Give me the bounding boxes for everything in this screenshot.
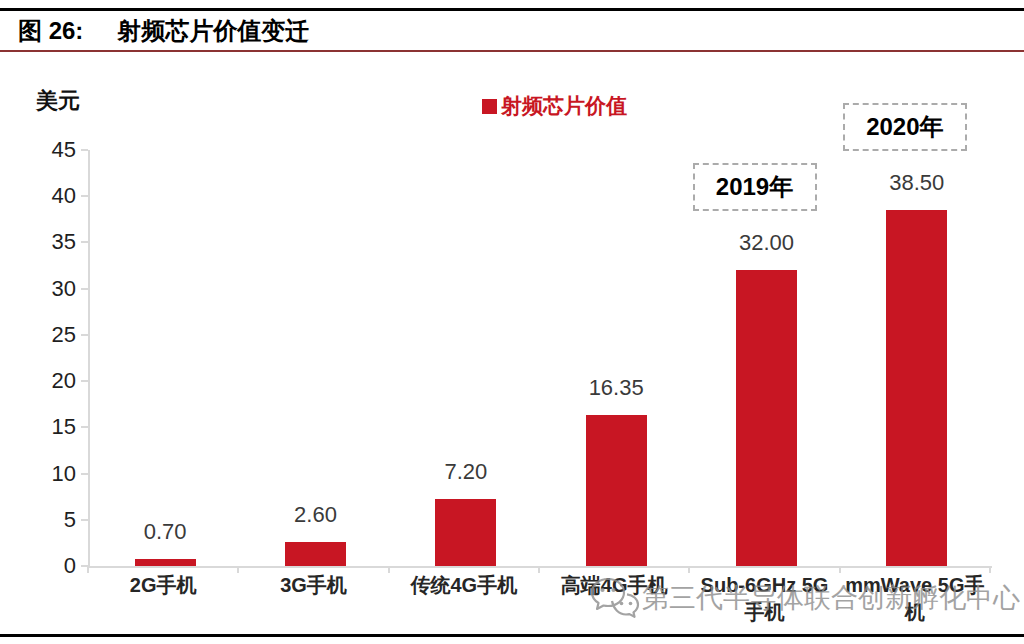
bar-value-label: 32.00 [691, 230, 841, 256]
y-tick-label: 20 [26, 368, 76, 394]
year-annotation: 2019年 [693, 163, 817, 211]
bar-2G手机 [135, 559, 196, 566]
bar-value-label: 0.70 [90, 519, 240, 545]
bar-Sub-6GHz 5G手机 [736, 270, 797, 566]
bar-value-label: 2.60 [240, 502, 390, 528]
y-tick-mark [81, 426, 88, 428]
bottom-divider [0, 634, 1024, 637]
legend-label: 射频芯片价值 [501, 92, 627, 120]
figure-title: 射频芯片价值变迁 [117, 17, 309, 44]
bar-传统4G手机 [435, 499, 496, 566]
x-axis-label-line: 机 [815, 599, 1015, 626]
y-axis-unit-label: 美元 [36, 86, 80, 116]
chart-legend: 射频芯片价值 [482, 92, 627, 120]
y-tick-mark [81, 473, 88, 475]
bar-高端4G手机 [586, 415, 647, 566]
bar-3G手机 [285, 542, 346, 566]
y-tick-label: 15 [26, 414, 76, 440]
y-tick-label: 40 [26, 183, 76, 209]
bar-value-label: 38.50 [842, 170, 992, 196]
x-axis-label-line: mmWave 5G手 [815, 572, 1015, 599]
y-tick-mark [81, 380, 88, 382]
y-tick-mark [81, 519, 88, 521]
y-tick-label: 25 [26, 322, 76, 348]
top-divider [0, 8, 1024, 11]
figure-title-row: 图 26: 射频芯片价值变迁 [18, 15, 309, 47]
y-tick-mark [81, 288, 88, 290]
y-tick-mark [81, 149, 88, 151]
bar-value-label: 16.35 [541, 375, 691, 401]
plot-area: 0.702.607.20 16.35 32.00 38.50 [88, 150, 992, 568]
y-tick-label: 30 [26, 276, 76, 302]
y-tick-mark [81, 241, 88, 243]
figure-number: 图 26: [18, 17, 83, 44]
bar-mmWave 5G手机 [886, 210, 947, 566]
figure-page: 图 26: 射频芯片价值变迁 美元 射频芯片价值 0.702.607.20 16.3… [0, 0, 1024, 644]
year-annotation: 2020年 [843, 103, 967, 151]
y-tick-mark [81, 334, 88, 336]
y-tick-label: 45 [26, 137, 76, 163]
y-tick-mark [81, 195, 88, 197]
y-tick-label: 5 [26, 507, 76, 533]
bar-value-label: 7.20 [391, 459, 541, 485]
y-tick-label: 10 [26, 461, 76, 487]
legend-swatch-icon [482, 99, 497, 114]
x-axis-label: mmWave 5G手机 [815, 572, 1015, 626]
title-divider [0, 50, 1024, 52]
y-tick-label: 35 [26, 229, 76, 255]
